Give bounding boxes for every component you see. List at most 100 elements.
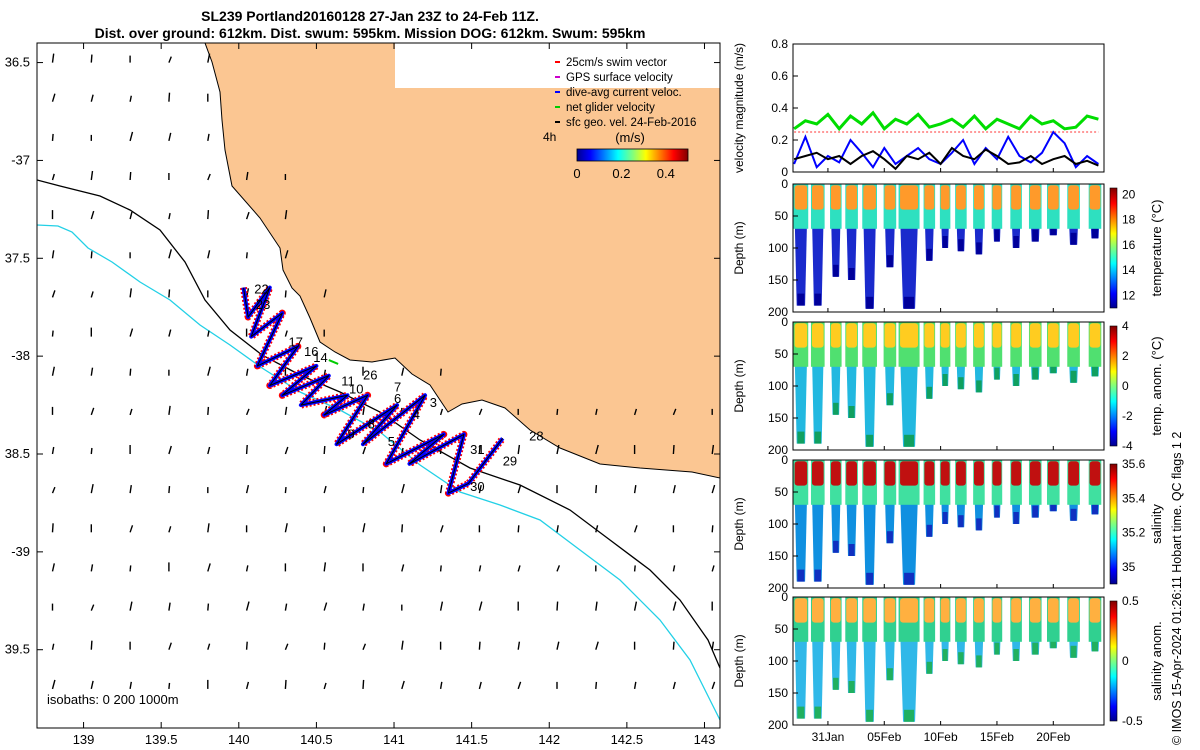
velocity-series-line — [793, 110, 1099, 132]
current-vector — [323, 602, 328, 611]
colorbar-scale — [576, 148, 689, 162]
current-vector — [168, 212, 171, 220]
current-vector — [245, 601, 250, 611]
map-x-tick-label: 142.5 — [611, 732, 644, 747]
chart-title: SL239 Portland20160128 27-Jan 23Z to 24-… — [201, 8, 539, 24]
current-vector — [401, 640, 404, 650]
section-profile-surface — [1011, 598, 1022, 623]
current-vector — [401, 564, 405, 572]
current-vector — [595, 525, 599, 533]
current-vector — [207, 173, 211, 181]
section-profile-bottom — [848, 268, 855, 280]
waypoint-label: 8 — [368, 417, 375, 432]
section-profile-surface — [955, 598, 966, 623]
current-vector — [439, 565, 442, 572]
section-profile-bottom — [926, 661, 933, 674]
section-profile-bottom — [942, 236, 948, 248]
current-vector — [129, 131, 134, 142]
section-x-tick-label: 20Feb — [1036, 730, 1070, 744]
section-profile-surface — [973, 185, 984, 210]
section-colorbar-tick: 35.4 — [1122, 491, 1146, 505]
waypoint-label: 23 — [256, 297, 270, 312]
section-profile-surface — [846, 185, 857, 210]
current-vector — [556, 641, 560, 650]
velocity-series-line — [793, 130, 1099, 170]
current-vector — [245, 565, 249, 572]
section-y-tick-label: 150 — [768, 686, 788, 700]
current-vector — [207, 250, 211, 259]
current-vector — [517, 681, 522, 690]
current-vector — [168, 92, 171, 102]
section-colorbar-tick: 35.2 — [1122, 526, 1146, 540]
section-x-tick-label: 05Feb — [867, 730, 901, 744]
section-profile-bottom — [1091, 502, 1098, 515]
section-profile-surface — [955, 323, 966, 348]
current-vector — [633, 484, 637, 494]
current-vector — [51, 330, 54, 337]
section-profile-bottom — [1050, 361, 1057, 374]
section-colorbar-label: temp. anom. (°C) — [1149, 336, 1164, 435]
current-vector — [478, 641, 481, 650]
section-profile-bottom — [1050, 636, 1057, 649]
current-vector — [245, 211, 250, 220]
section-profile-bottom — [814, 706, 822, 719]
current-vector — [207, 446, 211, 455]
section-profile-surface — [992, 598, 1002, 623]
section-profile-surface — [811, 461, 824, 486]
section-profile-surface — [863, 323, 876, 348]
velocity-y-tick-label: 0.6 — [771, 69, 788, 83]
current-vector — [672, 601, 677, 611]
current-vector — [595, 485, 598, 494]
section-profile-bottom — [942, 374, 948, 386]
current-vector — [595, 641, 599, 650]
current-vector — [245, 408, 250, 416]
map-x-tick-label: 139.5 — [145, 732, 178, 747]
section-profile-bottom — [1091, 226, 1098, 239]
current-vector — [517, 444, 521, 455]
section-profile-surface — [1011, 185, 1022, 210]
section-y-tick-label: 100 — [768, 517, 788, 531]
section-colorbar-tick: 2 — [1122, 349, 1129, 363]
current-vector — [245, 484, 250, 494]
section-profile-bottom — [1013, 512, 1019, 524]
current-vector — [595, 444, 599, 455]
section-profile-bottom — [942, 649, 948, 661]
current-vector — [478, 444, 481, 455]
section-profile-surface — [794, 598, 808, 623]
current-vector — [90, 291, 94, 298]
section-profile-bottom — [976, 518, 982, 531]
section-y-tick-label: 50 — [775, 485, 789, 499]
section-profile-surface — [1068, 323, 1079, 348]
current-vector — [51, 679, 56, 690]
current-vector — [168, 56, 172, 63]
current-vector — [90, 210, 95, 220]
waypoint-label: 22 — [254, 282, 268, 297]
section-y-tick-label: 50 — [775, 347, 789, 361]
section-profile-bottom — [958, 652, 964, 665]
current-vector — [207, 53, 211, 63]
current-vector — [672, 641, 675, 650]
current-vector — [129, 95, 132, 102]
current-vector — [168, 642, 172, 650]
section-colorbar-tick: -4 — [1122, 439, 1133, 453]
section-panel-salinity: 0 50 100 150 200 Depth (m) 35.6 35.4 35.2 35 salin… — [732, 453, 1164, 595]
current-vector — [439, 484, 443, 494]
section-profile-bottom — [958, 377, 964, 390]
current-vector — [90, 251, 93, 259]
map-x-tick-label: 140 — [228, 732, 250, 747]
section-profile-surface — [1068, 185, 1079, 210]
section-y-axis-label: Depth (m) — [732, 359, 746, 412]
section-colorbar-tick: 0.5 — [1122, 594, 1139, 608]
current-vector — [207, 406, 210, 415]
section-profile-surface — [1029, 598, 1041, 623]
section-profile-surface — [1089, 461, 1101, 486]
current-vector — [245, 252, 248, 259]
section-profile-surface — [900, 461, 919, 486]
section-profile-bottom — [1032, 229, 1039, 242]
section-colorbar-tick: 4 — [1122, 319, 1129, 333]
current-vector — [129, 484, 132, 494]
velocity-y-tick-label: 0.2 — [771, 133, 788, 147]
current-vector — [439, 525, 444, 533]
section-profile-surface — [924, 598, 935, 623]
